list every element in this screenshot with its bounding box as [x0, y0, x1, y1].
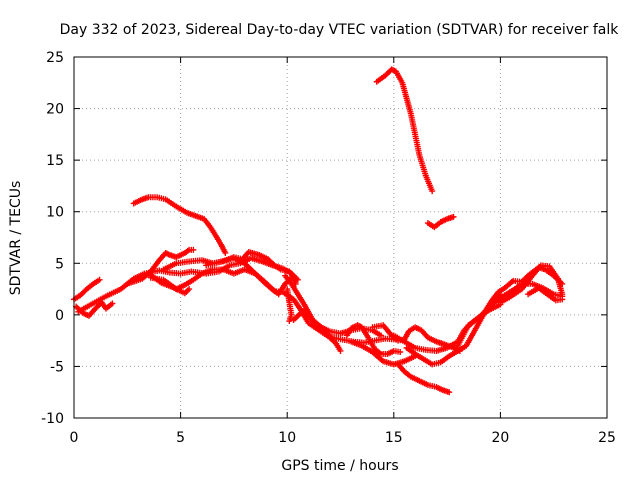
x-tick-label: 20	[491, 430, 509, 446]
axis-ticks	[73, 56, 608, 419]
data-point	[294, 276, 301, 283]
y-tick-label: -10	[41, 411, 64, 427]
x-tick-label: 25	[598, 430, 616, 446]
x-tick-label: 15	[385, 430, 403, 446]
data-point	[337, 347, 344, 354]
y-tick-label: 25	[46, 50, 64, 66]
x-axis-label: GPS time / hours	[281, 458, 398, 474]
y-tick-label: 20	[46, 102, 64, 118]
data-point	[109, 300, 116, 307]
plot-frame	[73, 56, 608, 419]
x-tick-label: 10	[278, 430, 296, 446]
x-tick-labels: 0 5 10 15 20 25	[70, 430, 616, 446]
data-point	[446, 389, 453, 396]
grid	[74, 57, 607, 418]
data-point	[429, 188, 436, 195]
chart-title: Day 332 of 2023, Sidereal Day-to-day VTE…	[60, 22, 620, 38]
x-tick-label: 5	[176, 430, 185, 446]
y-axis-label: SDTVAR / TECUs	[8, 181, 24, 296]
data-point	[331, 339, 338, 346]
data-layer	[71, 66, 566, 396]
series-arc-19	[373, 66, 436, 195]
data-point	[450, 213, 457, 220]
series-arc-12	[284, 286, 295, 325]
series-arc-2	[73, 299, 116, 319]
data-point	[222, 249, 229, 256]
series-arc-11	[290, 306, 399, 346]
data-point	[96, 276, 103, 283]
series-arc-21	[454, 264, 566, 349]
data-point	[186, 286, 193, 293]
y-tick-label: 0	[55, 308, 64, 324]
series-arc-7	[130, 194, 229, 256]
data-point	[559, 296, 566, 303]
series-arc-14	[348, 338, 419, 368]
series-arc-13	[343, 322, 404, 358]
y-tick-label: -5	[50, 359, 64, 375]
data-point	[286, 318, 293, 325]
y-tick-label: 10	[46, 205, 64, 221]
data-point	[559, 291, 566, 298]
series-arc-17	[395, 361, 453, 396]
data-point	[397, 348, 404, 355]
series-arc-23	[497, 262, 566, 306]
y-tick-label: 5	[55, 256, 64, 272]
y-tick-labels: -10 -5 0 5 10 15 20 25	[41, 50, 64, 427]
y-tick-label: 15	[46, 153, 64, 169]
series-arc-20	[424, 213, 457, 231]
data-point	[190, 246, 197, 253]
x-tick-label: 0	[70, 430, 79, 446]
series-arc-24	[525, 285, 566, 304]
